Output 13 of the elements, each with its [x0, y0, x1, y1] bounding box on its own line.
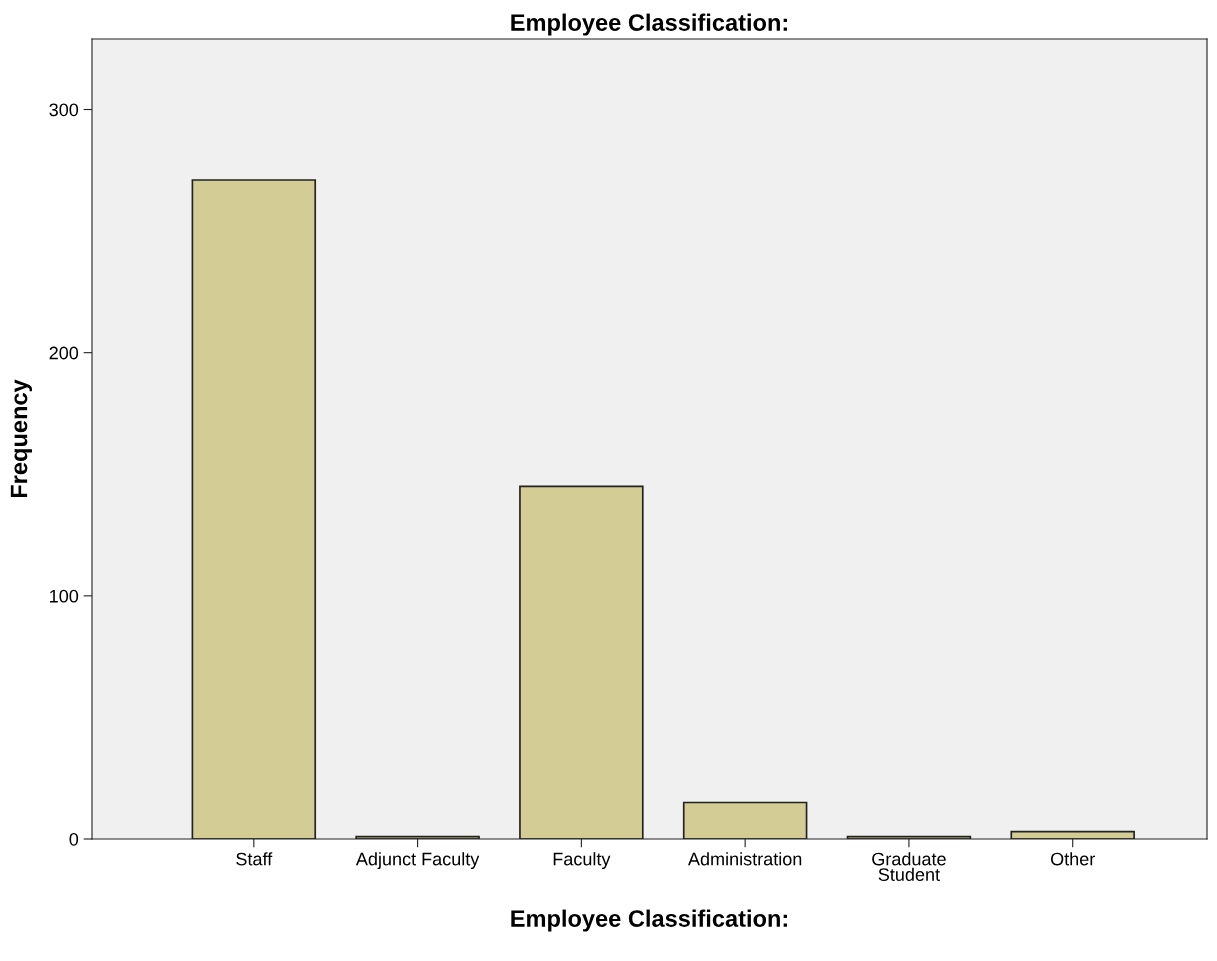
y-tick-label: 200: [49, 346, 79, 360]
x-tick-label: Adjunct Faculty: [355, 852, 480, 870]
x-axis-title: Employee Classification:: [511, 909, 787, 932]
x-tick-label: Graduate Student: [872, 852, 946, 881]
y-axis-title: Frequency: [10, 379, 33, 498]
x-tick-label: Faculty: [553, 852, 611, 870]
x-tick-label: Other: [1050, 852, 1095, 866]
y-tick-label: 0: [69, 832, 79, 846]
chart-title: Employee Classification:: [511, 13, 787, 36]
x-tick-label: Administration: [687, 852, 802, 866]
y-tick-label: 100: [50, 589, 79, 603]
x-tick-label: Staff: [236, 852, 273, 866]
y-tick-label: 300: [49, 103, 79, 117]
